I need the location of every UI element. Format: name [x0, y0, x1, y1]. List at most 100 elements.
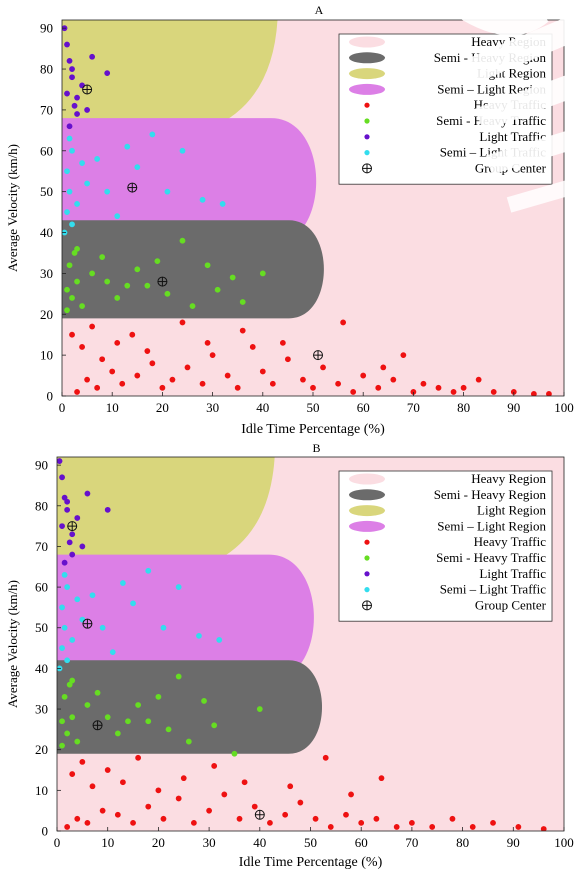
data-point [169, 376, 176, 383]
data-point [490, 389, 497, 395]
series-heavy-traffic [64, 754, 547, 831]
data-point [69, 714, 76, 721]
data-point [219, 201, 226, 207]
data-point [99, 254, 106, 260]
x-tick-label: 30 [206, 400, 219, 415]
data-point [160, 624, 167, 631]
data-point [390, 376, 397, 383]
semi-light-region [57, 554, 314, 681]
x-tick-label: 70 [407, 400, 420, 415]
legend-item: Semi - Heavy Traffic [364, 550, 546, 565]
data-point [84, 819, 91, 826]
legend-label: Group Center [475, 160, 547, 175]
data-point [216, 637, 223, 643]
data-point [64, 657, 71, 664]
x-tick-label: 0 [59, 400, 66, 415]
y-tick-label: 90 [35, 458, 48, 473]
data-point [69, 221, 75, 228]
data-point [475, 376, 482, 383]
data-point [420, 380, 427, 387]
group-center-marker [67, 521, 78, 532]
data-point [224, 372, 231, 379]
data-point [64, 584, 71, 590]
y-tick-label: 40 [35, 661, 48, 676]
legend-swatch [349, 489, 385, 501]
data-point [209, 352, 216, 359]
data-point [144, 348, 151, 354]
x-tick-label: 40 [256, 400, 269, 415]
legend-swatch [364, 539, 370, 545]
data-point [94, 156, 101, 162]
legend-swatch [349, 52, 385, 64]
data-point [84, 107, 90, 113]
data-point [214, 286, 221, 293]
data-point [380, 364, 387, 371]
data-point [64, 209, 70, 215]
x-tick-label: 50 [307, 400, 320, 415]
data-point [61, 624, 68, 631]
data-point [282, 811, 289, 818]
data-point [99, 807, 106, 814]
data-point [66, 57, 73, 64]
data-point [179, 319, 186, 326]
data-point [89, 270, 96, 277]
semi-heavy-region [62, 220, 324, 319]
y-tick-label: 20 [40, 307, 53, 322]
data-point [64, 498, 71, 505]
data-point [185, 738, 192, 745]
data-point [460, 384, 467, 391]
data-point [267, 819, 273, 826]
data-point [221, 791, 228, 798]
chart-title: B [312, 441, 320, 455]
data-point [199, 380, 206, 387]
data-point [84, 702, 91, 708]
data-point [145, 803, 152, 810]
data-point [74, 515, 81, 521]
data-point [211, 722, 218, 729]
data-point [256, 706, 263, 712]
chart-panel-a: 0 10 20 30 40 50 60 70 80 90 100 0 10 20 30 40 50 60 70 80 9… [5, 3, 574, 437]
data-point [104, 70, 111, 77]
legend-swatch [349, 36, 385, 48]
data-point [57, 458, 63, 464]
data-point [69, 677, 76, 684]
data-point [59, 645, 65, 651]
chart-panel-b: 0 10 20 30 40 50 60 70 80 90 100 0 10 20 30 40 50 60 70 80 9… [5, 441, 574, 870]
data-point [259, 368, 266, 375]
legend-swatch [364, 118, 370, 124]
data-point [144, 282, 151, 289]
data-point [69, 551, 76, 558]
data-point [236, 815, 243, 822]
x-tick-label: 80 [456, 835, 469, 850]
data-point [71, 250, 78, 256]
data-point [109, 649, 116, 656]
legend-swatch [364, 150, 370, 156]
legend-label: Heavy Traffic [474, 534, 547, 549]
y-axis-label: Average Velocity (km/h) [5, 144, 20, 272]
data-point [69, 147, 75, 154]
legend-label: Semi - Heavy Traffic [436, 550, 546, 565]
data-point [74, 94, 80, 101]
data-point [89, 592, 96, 599]
legend-swatch [364, 587, 370, 593]
y-tick-label: 50 [40, 184, 53, 199]
data-point [259, 270, 266, 277]
legend-swatch [349, 473, 385, 485]
x-tick-label: 0 [54, 835, 61, 850]
data-point [204, 262, 211, 269]
legend-swatch [364, 555, 370, 561]
x-tick-label: 30 [203, 835, 216, 850]
legend-label: Light Traffic [479, 566, 546, 581]
data-point [114, 811, 121, 818]
y-tick-label: 0 [42, 824, 49, 839]
semi-heavy-region [57, 660, 323, 754]
legend-item: Light Region [349, 503, 546, 518]
data-point [79, 344, 85, 350]
data-point [279, 339, 286, 346]
y-tick-label: 30 [40, 266, 53, 281]
data-point [310, 384, 316, 391]
data-point [206, 807, 212, 814]
data-point [249, 344, 256, 350]
group-center-marker [157, 276, 168, 287]
